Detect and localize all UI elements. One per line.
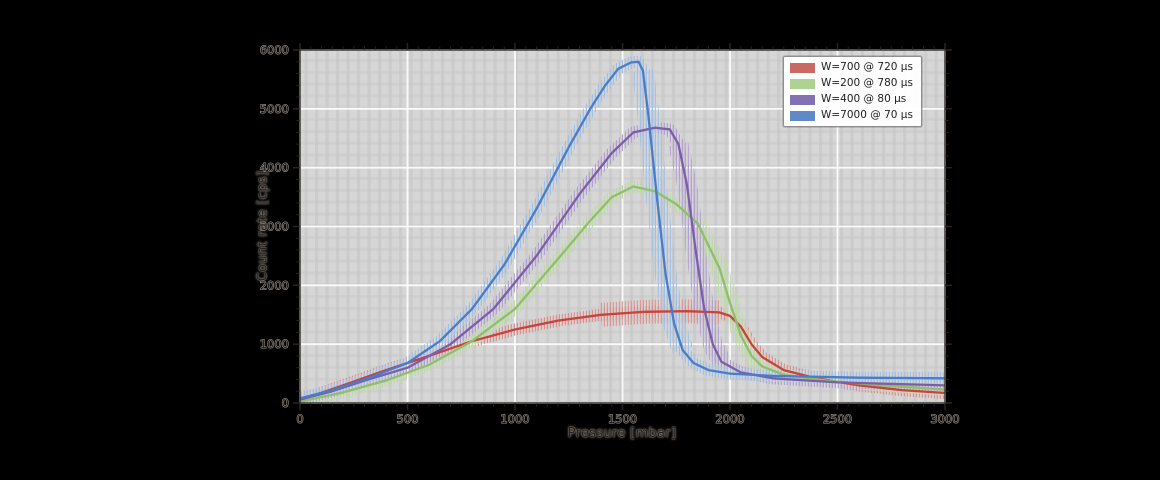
x-tick-label: 1000 <box>500 412 529 426</box>
legend-item-0: W=700 @ 720 µs <box>790 61 913 74</box>
x-tick-label: 2500 <box>823 412 852 426</box>
x-tick-label: 500 <box>397 412 419 426</box>
legend-swatch-icon <box>790 78 815 89</box>
legend-label: W=7000 @ 70 µs <box>821 109 913 121</box>
y-tick-label: 4000 <box>260 161 289 175</box>
y-tick-label: 2000 <box>260 278 289 292</box>
legend-item-2: W=400 @ 80 µs <box>790 93 913 106</box>
y-axis-label: Count rate [cps] <box>255 170 271 282</box>
legend-label: W=200 @ 780 µs <box>821 77 913 89</box>
y-tick-label: 0 <box>282 396 289 410</box>
x-tick-label: 2000 <box>715 412 744 426</box>
y-tick-label: 3000 <box>260 220 289 234</box>
y-tick-label: 1000 <box>260 337 289 351</box>
y-tick-label: 5000 <box>260 102 289 116</box>
legend-swatch-icon <box>790 110 815 121</box>
legend-swatch-icon <box>790 62 815 73</box>
legend-label: W=400 @ 80 µs <box>821 93 907 105</box>
x-tick-label: 0 <box>296 412 303 426</box>
legend: W=700 @ 720 µs W=200 @ 780 µs W=400 @ 80 µ… <box>783 56 922 127</box>
x-tick-label: 1500 <box>608 412 637 426</box>
legend-item-1: W=200 @ 780 µs <box>790 77 913 90</box>
x-tick-label: 3000 <box>930 412 959 426</box>
x-axis-label: Pressure [mbar] <box>567 426 677 441</box>
y-tick-label: 6000 <box>260 43 289 57</box>
legend-swatch-icon <box>790 94 815 105</box>
legend-item-3: W=7000 @ 70 µs <box>790 109 913 122</box>
legend-label: W=700 @ 720 µs <box>821 61 913 73</box>
